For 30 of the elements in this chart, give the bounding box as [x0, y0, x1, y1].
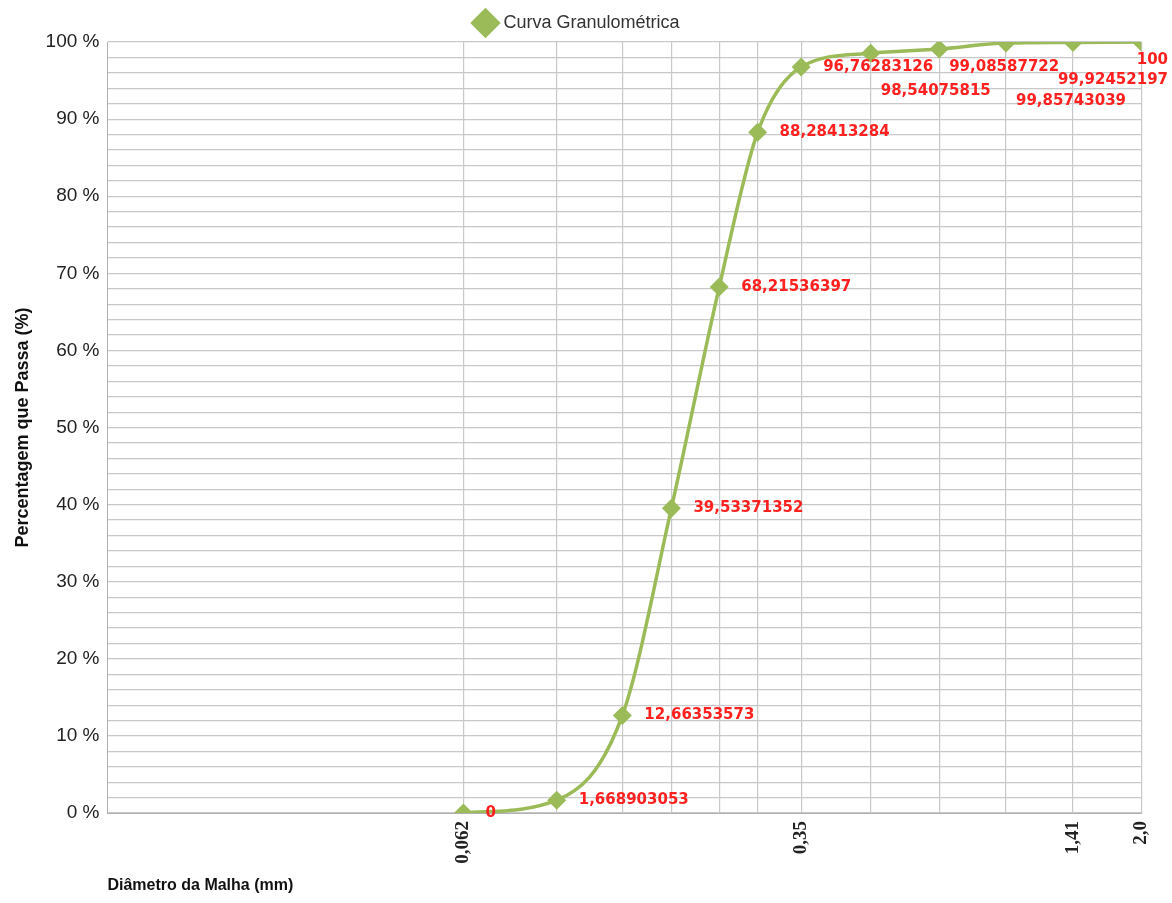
data-label: 96,76283126	[823, 56, 934, 75]
x-tick-label: 0,062	[451, 821, 473, 864]
y-tick-label: 10 %	[56, 724, 100, 746]
legend-label: Curva Granulométrica	[503, 11, 681, 32]
y-tick-label: 0 %	[66, 801, 100, 823]
y-tick-label: 40 %	[56, 492, 100, 514]
data-label: 1,668903053	[578, 790, 689, 809]
data-label: 88,28413284	[779, 122, 890, 141]
data-label: 39,53371352	[693, 498, 804, 517]
y-tick-label: 60 %	[56, 338, 100, 360]
data-label: 99,85743039	[1015, 90, 1127, 109]
x-axis-title: Diâmetro da Malha (mm)	[107, 875, 294, 893]
y-tick-label: 30 %	[56, 569, 100, 591]
y-tick-label: 50 %	[56, 415, 100, 437]
x-tick-label: 1,41	[1060, 821, 1082, 855]
y-tick-label: 20 %	[56, 647, 100, 669]
data-label: 98,54075815	[880, 81, 991, 100]
data-label: 0	[485, 802, 496, 821]
y-tick-label: 80 %	[56, 184, 100, 206]
data-label: 99,08587722	[949, 56, 1060, 75]
y-tick-label: 90 %	[56, 107, 100, 129]
data-label: 68,21536397	[741, 276, 852, 295]
y-axis-title: Percentagem que Passa (%)	[11, 307, 32, 548]
y-tick-label: 70 %	[56, 261, 100, 283]
data-label: 12,66353573	[644, 705, 755, 724]
data-label: 99,92452197	[1057, 70, 1169, 89]
data-label: 100	[1136, 49, 1168, 68]
x-tick-label: 2,0	[1129, 821, 1151, 845]
y-tick-label: 100 %	[45, 30, 100, 52]
x-tick-label: 0,35	[789, 821, 811, 855]
